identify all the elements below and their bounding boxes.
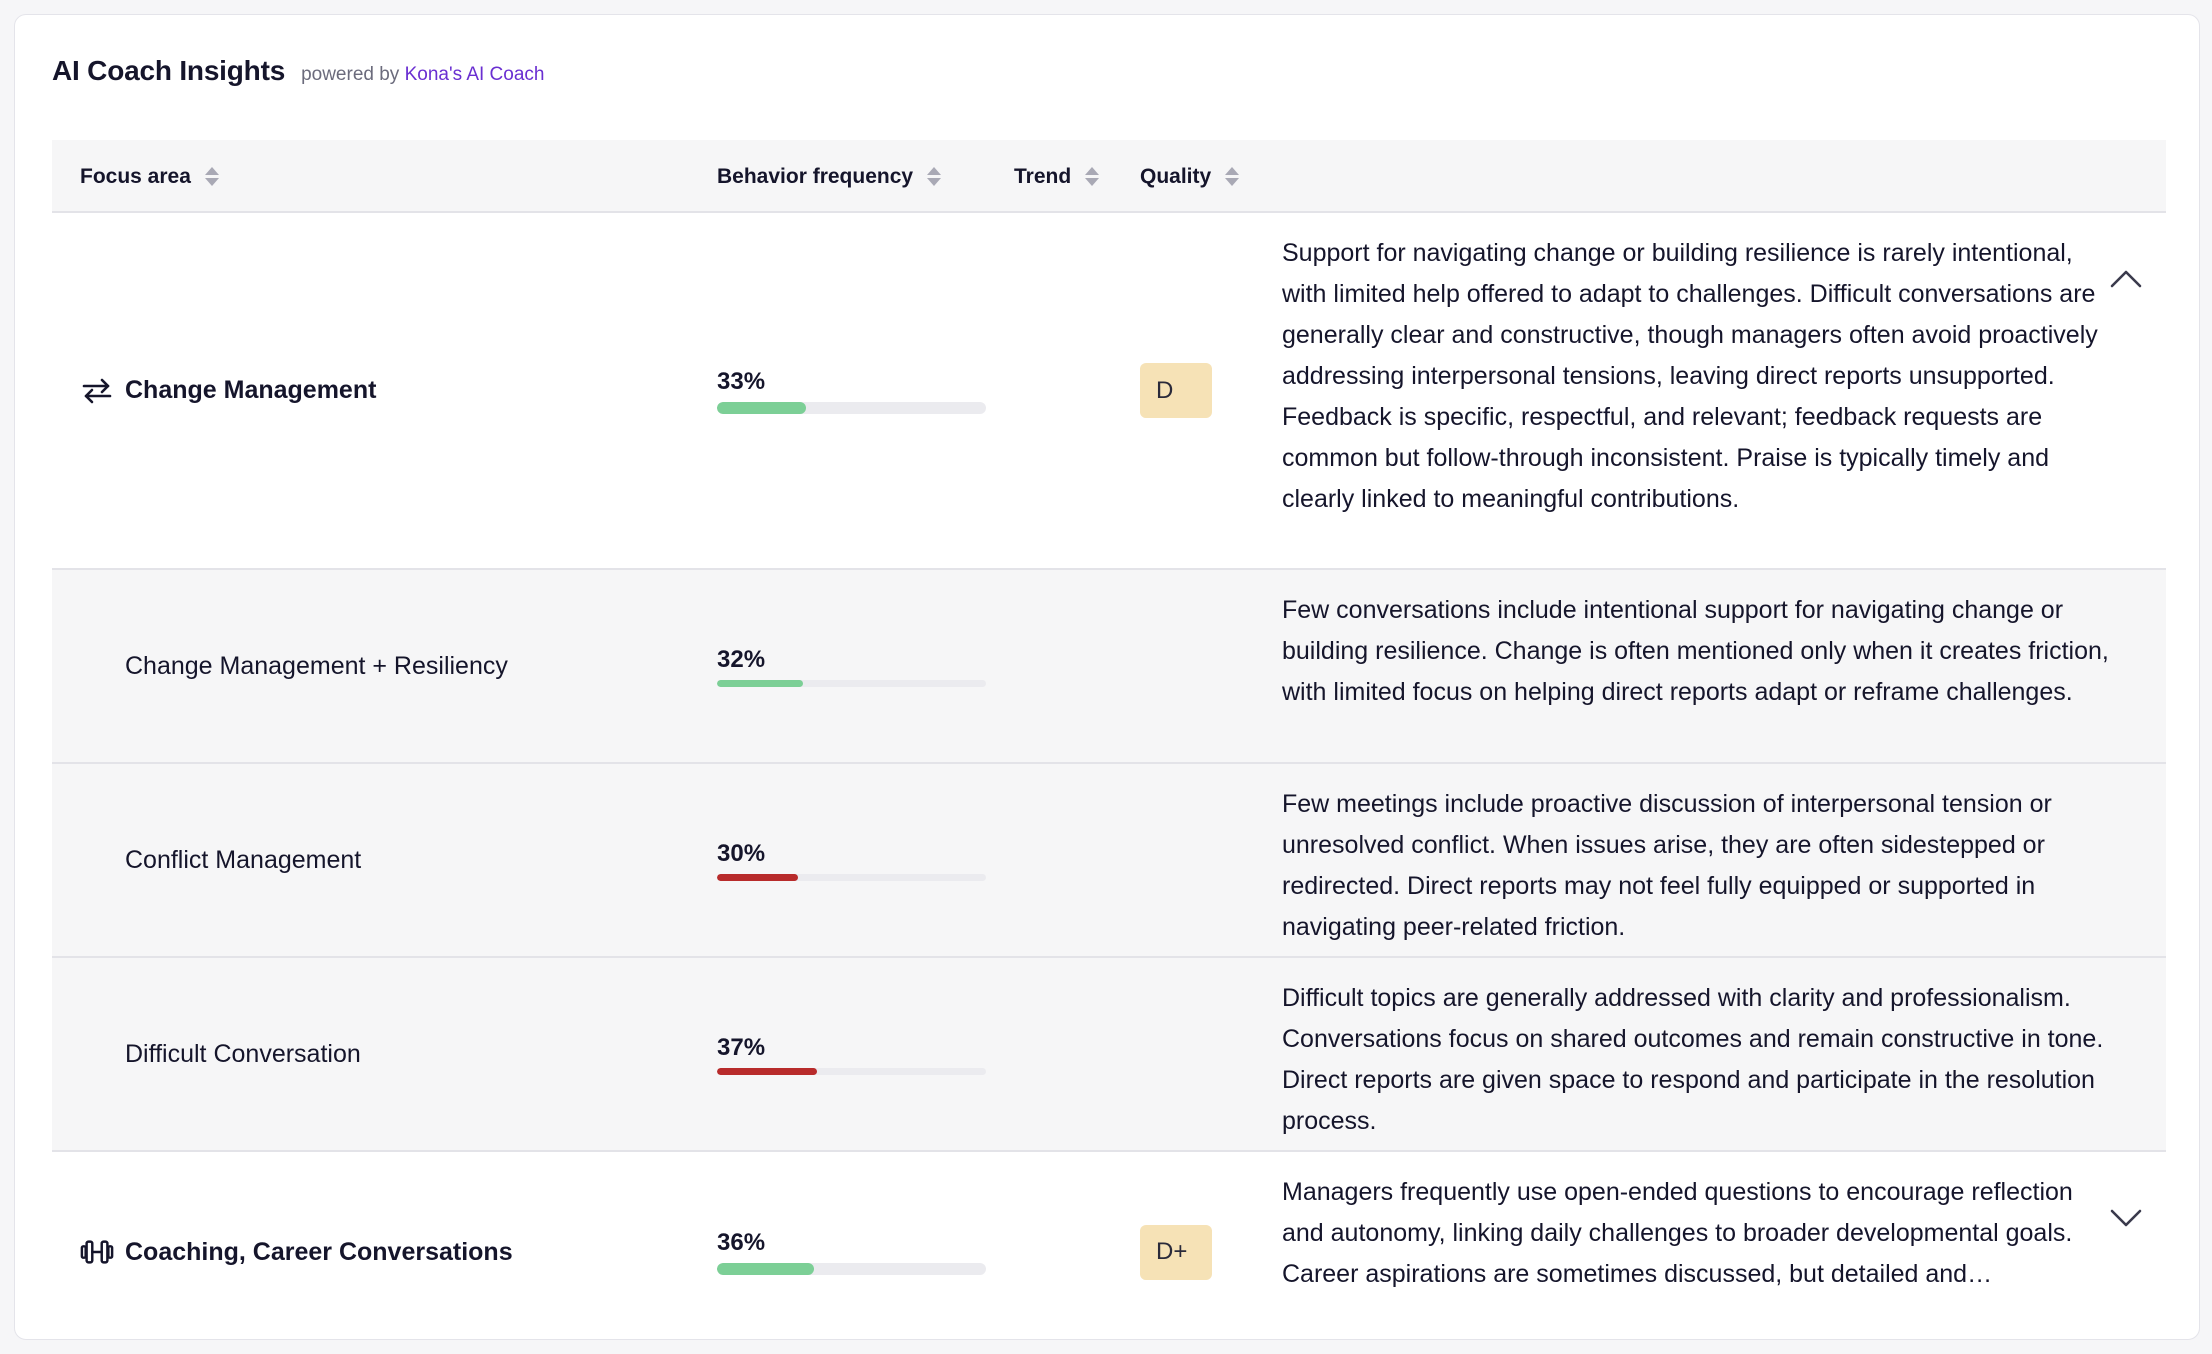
focus-area-cell: Change Management: [80, 213, 376, 568]
column-header-label: Quality: [1140, 164, 1212, 188]
quality-grade-badge: D: [1140, 363, 1212, 418]
frequency-bar-fill: [717, 1067, 817, 1075]
focus-area-cell: Difficult Conversation: [125, 958, 361, 1150]
frequency-value: 30%: [717, 839, 766, 867]
table-row-change-management-resiliency: Change Management + Resiliency 32% Few c…: [52, 570, 2166, 764]
focus-area-name: Conflict Management: [125, 845, 362, 874]
frequency-bar-fill: [717, 401, 806, 414]
powered-by: powered by Kona's AI Coach: [301, 64, 544, 86]
table-header: Focus area Behavior frequency Trend Qual…: [52, 140, 2166, 213]
table-row-difficult-conversation: Difficult Conversation 37% Difficult top…: [52, 958, 2166, 1152]
insight-description: Managers frequently use open-ended quest…: [1282, 1178, 2073, 1288]
frequency-bar: [717, 401, 986, 414]
focus-area-name: Coaching, Career Conversations: [125, 1237, 513, 1266]
column-header-quality[interactable]: Quality: [1140, 140, 1240, 213]
frequency-bar-fill: [717, 1263, 814, 1275]
column-header-label: Focus area: [80, 164, 191, 188]
behavior-frequency-cell: 37%: [717, 958, 987, 1150]
focus-area-name: Difficult Conversation: [125, 1039, 361, 1068]
dumbbell-icon: [80, 1235, 114, 1269]
card-title: AI Coach Insights: [52, 55, 286, 86]
frequency-bar: [717, 679, 986, 687]
focus-area-cell: Change Management + Resiliency: [125, 570, 508, 762]
focus-area-name: Change Management: [125, 376, 377, 404]
sort-icon: [927, 167, 942, 186]
column-header-trend[interactable]: Trend: [1014, 140, 1100, 213]
quality-grade-badge: D+: [1140, 1224, 1212, 1280]
insight-description: Support for navigating change or buildin…: [1282, 239, 2098, 513]
ai-coach-insights-card: AI Coach Insights powered by Kona's AI C…: [14, 14, 2200, 1340]
chevron-up-icon[interactable]: [2108, 267, 2144, 291]
behavior-frequency-cell: 30%: [717, 764, 987, 956]
frequency-value: 32%: [717, 645, 766, 673]
frequency-value: 37%: [717, 1033, 766, 1061]
frequency-bar: [717, 873, 986, 881]
arrows-swap-icon: [80, 374, 114, 408]
frequency-bar: [717, 1263, 986, 1275]
focus-area-cell: Conflict Management: [125, 764, 361, 956]
table-row-change-management[interactable]: Change Management 33% D Support for navi…: [52, 213, 2166, 570]
frequency-value: 33%: [717, 367, 766, 395]
frequency-value: 36%: [717, 1229, 766, 1256]
card-header: AI Coach Insights powered by Kona's AI C…: [52, 55, 544, 125]
column-header-focus-area[interactable]: Focus area: [80, 140, 219, 213]
column-header-label: Trend: [1014, 164, 1072, 188]
frequency-bar-fill: [717, 679, 804, 687]
powered-by-prefix: powered by: [301, 64, 400, 85]
behavior-frequency-cell: 32%: [717, 570, 987, 762]
behavior-frequency-cell: 36%: [717, 1152, 987, 1339]
insight-description: Few meetings include proactive discussio…: [1282, 790, 2052, 941]
sort-icon: [1225, 167, 1240, 186]
behavior-frequency-cell: 33%: [717, 213, 987, 568]
table-row-coaching-career-conversations[interactable]: Coaching, Career Conversations 36% D+ Ma…: [52, 1152, 2166, 1339]
quality-cell: D+: [1140, 1152, 1212, 1339]
frequency-bar: [717, 1067, 986, 1075]
powered-by-brand-link[interactable]: Kona's AI Coach: [404, 64, 545, 85]
chevron-down-icon[interactable]: [2108, 1206, 2144, 1230]
insight-description: Few conversations include intentional su…: [1282, 596, 2109, 706]
sort-icon: [1085, 167, 1100, 186]
insight-description: Difficult topics are generally addressed…: [1282, 984, 2104, 1135]
insights-table: Focus area Behavior frequency Trend Qual…: [52, 140, 2166, 1339]
table-row-conflict-management: Conflict Management 30% Few meetings inc…: [52, 764, 2166, 958]
column-header-behavior-frequency[interactable]: Behavior frequency: [717, 140, 942, 213]
focus-area-cell: Coaching, Career Conversations: [80, 1152, 513, 1339]
focus-area-name: Change Management + Resiliency: [125, 651, 508, 680]
column-header-label: Behavior frequency: [717, 164, 914, 188]
frequency-bar-fill: [717, 873, 798, 881]
sort-icon: [204, 167, 219, 186]
quality-cell: D: [1140, 213, 1212, 568]
